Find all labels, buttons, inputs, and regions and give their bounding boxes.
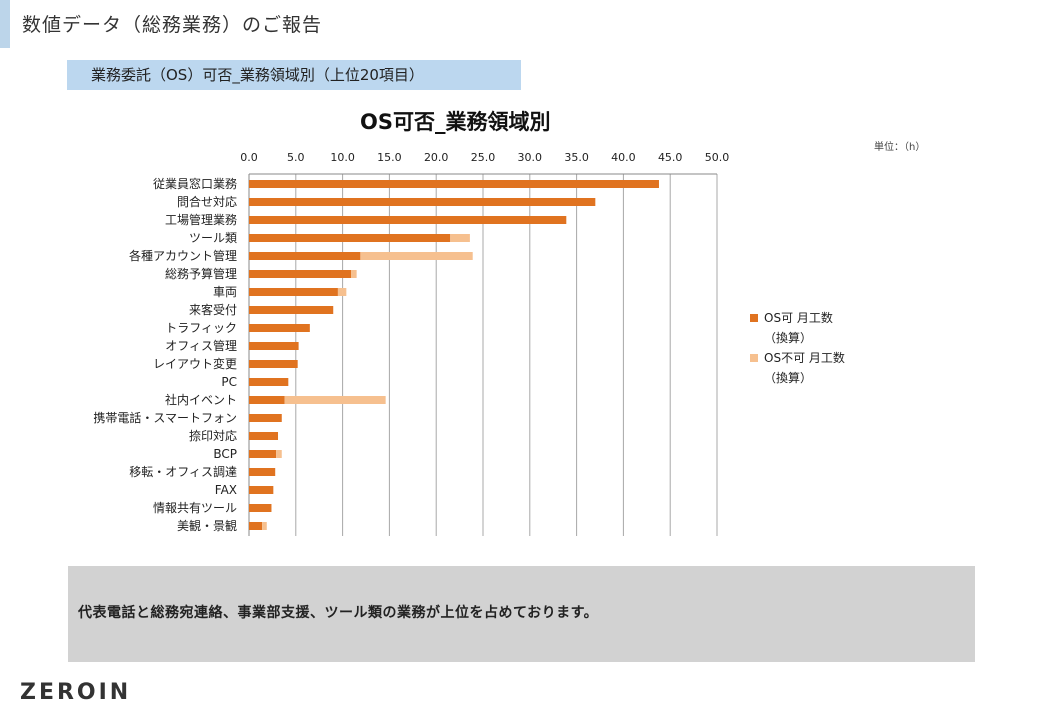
legend-swatch-os-impossible xyxy=(750,354,758,362)
category-label: 問合せ対応 xyxy=(177,194,237,209)
category-label: トラフィック xyxy=(165,321,237,335)
category-label: 来客受付 xyxy=(189,302,237,317)
x-tick-label: 25.0 xyxy=(471,151,496,164)
summary-text: 代表電話と総務宛連絡、事業部支援、ツール類の業務が上位を占めております。 xyxy=(78,605,599,621)
company-logo: ZEROIN xyxy=(20,680,132,705)
x-tick-label: 40.0 xyxy=(611,151,636,164)
legend-swatch-os-possible xyxy=(750,314,758,322)
bar-os-possible xyxy=(249,378,289,386)
category-label: オフィス管理 xyxy=(165,338,237,353)
legend-label-os-impossible: OS不可 月工数 （換算） xyxy=(764,351,845,385)
bar-os-impossible xyxy=(276,450,282,458)
bar-os-impossible xyxy=(360,252,473,260)
bar-os-possible xyxy=(249,432,279,440)
bar-os-possible xyxy=(249,216,567,224)
category-label: 社内イベント xyxy=(165,392,237,407)
x-tick-label: 5.0 xyxy=(287,151,305,164)
bar-os-impossible xyxy=(284,396,386,404)
category-label: 各種アカウント管理 xyxy=(129,248,237,263)
unit-label: 単位：（h） xyxy=(874,142,926,153)
category-label: 美観・景観 xyxy=(177,519,237,533)
section-header: 業務委託（OS）可否_業務領域別（上位20項目） xyxy=(67,60,521,90)
bar-os-possible xyxy=(249,522,263,530)
category-label: PC xyxy=(221,375,237,389)
bar-os-possible xyxy=(249,414,282,422)
category-label: 移転・オフィス調達 xyxy=(129,465,237,479)
x-tick-label: 0.0 xyxy=(240,151,258,164)
x-tick-label: 45.0 xyxy=(658,151,683,164)
x-tick-label: 30.0 xyxy=(518,151,543,164)
category-label: 携帯電話・スマートフォン xyxy=(93,410,237,425)
bar-os-possible xyxy=(249,468,276,476)
bar-os-impossible xyxy=(351,270,357,278)
bar-os-possible xyxy=(249,252,361,260)
legend-item-os-impossible: OS不可 月工数 （換算） xyxy=(750,348,864,388)
category-label: レイアウト変更 xyxy=(153,356,237,371)
category-label: BCP xyxy=(213,447,237,461)
category-label: 工場管理業務 xyxy=(165,212,237,227)
chart-title: OS可否_業務領域別 xyxy=(360,110,551,134)
bar-os-possible xyxy=(249,180,659,188)
x-tick-label: 15.0 xyxy=(377,151,402,164)
bar-os-impossible xyxy=(337,288,347,296)
category-label: 総務予算管理 xyxy=(165,266,237,281)
category-label: 捺印対応 xyxy=(189,429,237,443)
bar-os-possible xyxy=(249,306,334,314)
bar-os-possible xyxy=(249,450,277,458)
summary-box: 代表電話と総務宛連絡、事業部支援、ツール類の業務が上位を占めております。 xyxy=(68,566,975,662)
legend-label-os-possible: OS可 月工数 （換算） xyxy=(764,311,833,345)
bar-os-possible xyxy=(249,486,274,494)
category-label: 情報共有ツール xyxy=(153,501,237,515)
bar-os-possible xyxy=(249,234,451,242)
x-tick-label: 50.0 xyxy=(705,151,730,164)
bar-os-possible xyxy=(249,288,338,296)
bar-os-possible xyxy=(249,342,299,350)
bar-os-possible xyxy=(249,360,298,368)
bar-os-possible xyxy=(249,270,352,278)
bar-os-possible xyxy=(249,396,285,404)
bar-os-possible xyxy=(249,324,310,332)
category-label: 従業員窓口業務 xyxy=(153,176,237,191)
category-label: 車両 xyxy=(213,285,237,299)
title-accent-bar xyxy=(0,0,10,48)
bar-os-possible xyxy=(249,504,272,512)
bar-os-impossible xyxy=(450,234,470,242)
bar-os-possible xyxy=(249,198,596,206)
chart-legend: OS可 月工数 （換算） OS不可 月工数 （換算） xyxy=(750,308,864,388)
bar-chart: 0.0 5.0 10.0 15.0 20.0 25.0 30.0 35.0 40.0 45.0 50… xyxy=(93,151,730,536)
x-tick-label: 35.0 xyxy=(564,151,589,164)
category-label: ツール類 xyxy=(189,231,237,245)
legend-item-os-possible: OS可 月工数 （換算） xyxy=(750,308,864,348)
bar-os-impossible xyxy=(262,522,267,530)
x-tick-label: 10.0 xyxy=(330,151,355,164)
category-label: FAX xyxy=(215,483,237,497)
x-tick-label: 20.0 xyxy=(424,151,449,164)
page-title: 数値データ（総務業務）のご報告 xyxy=(22,14,323,36)
